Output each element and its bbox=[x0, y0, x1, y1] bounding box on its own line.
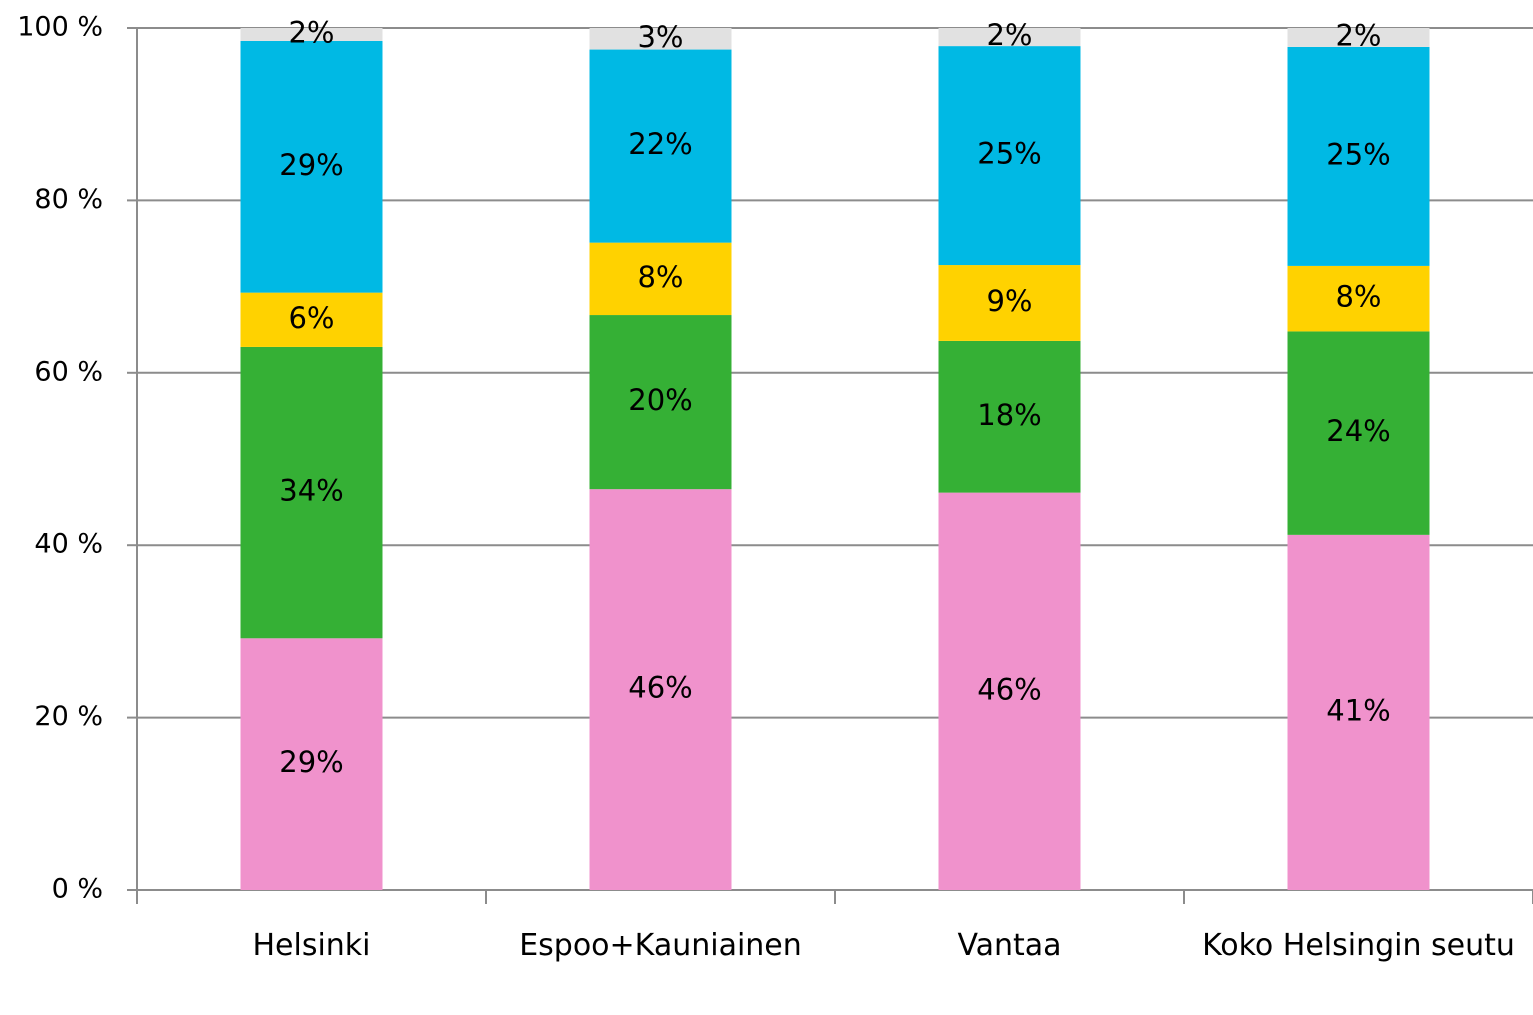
bar-segment bbox=[240, 346, 383, 639]
bar-segment bbox=[1287, 46, 1430, 266]
bar-segment bbox=[1287, 265, 1430, 332]
data-label: 25% bbox=[977, 137, 1041, 171]
data-label: 3% bbox=[637, 20, 683, 54]
bar-segment bbox=[240, 638, 383, 890]
bar-segment bbox=[1287, 534, 1430, 890]
bar-segment bbox=[938, 265, 1081, 341]
data-label: 20% bbox=[628, 383, 692, 417]
bar-segment bbox=[938, 28, 1081, 47]
bar-segment bbox=[589, 28, 732, 50]
bar-segment bbox=[240, 40, 383, 293]
bar-segment bbox=[938, 492, 1081, 890]
y-tick-label: 0 % bbox=[52, 874, 103, 905]
data-label: 8% bbox=[1335, 280, 1381, 314]
bar-segment bbox=[938, 46, 1081, 266]
y-tick-label: 60 % bbox=[34, 356, 103, 387]
data-label: 22% bbox=[628, 127, 692, 161]
data-label: 29% bbox=[279, 745, 343, 779]
data-label: 6% bbox=[288, 301, 334, 335]
bar-segment bbox=[589, 489, 732, 890]
data-label: 18% bbox=[977, 398, 1041, 432]
data-label: 2% bbox=[1335, 18, 1381, 52]
data-label: 24% bbox=[1326, 414, 1390, 448]
data-label: 41% bbox=[1326, 693, 1390, 727]
bar-segment bbox=[240, 292, 383, 347]
data-label: 46% bbox=[628, 671, 692, 705]
data-label: 2% bbox=[986, 18, 1032, 52]
bar-segment bbox=[240, 28, 383, 41]
y-tick-label: 80 % bbox=[34, 184, 103, 215]
data-label: 8% bbox=[637, 260, 683, 294]
bar-segment bbox=[1287, 331, 1430, 535]
bar-segment bbox=[938, 340, 1081, 493]
data-label: 46% bbox=[977, 672, 1041, 706]
bar-segment bbox=[589, 315, 732, 490]
data-label: 2% bbox=[288, 15, 334, 49]
y-tick-label: 40 % bbox=[34, 529, 103, 560]
bar-segment bbox=[1287, 28, 1430, 47]
x-tick-label: Koko Helsingin seutu bbox=[1202, 928, 1515, 963]
x-tick-label: Espoo+Kauniainen bbox=[519, 928, 802, 963]
data-label: 9% bbox=[986, 284, 1032, 318]
data-label: 25% bbox=[1326, 137, 1390, 171]
y-tick-label: 100 % bbox=[17, 12, 103, 43]
x-tick-label: Helsinki bbox=[252, 928, 371, 963]
y-tick-label: 20 % bbox=[34, 701, 103, 732]
data-label: 29% bbox=[279, 148, 343, 182]
bar-segment bbox=[589, 49, 732, 243]
x-tick-label: Vantaa bbox=[957, 928, 1062, 963]
data-label: 34% bbox=[279, 474, 343, 508]
bar-segment bbox=[589, 242, 732, 316]
